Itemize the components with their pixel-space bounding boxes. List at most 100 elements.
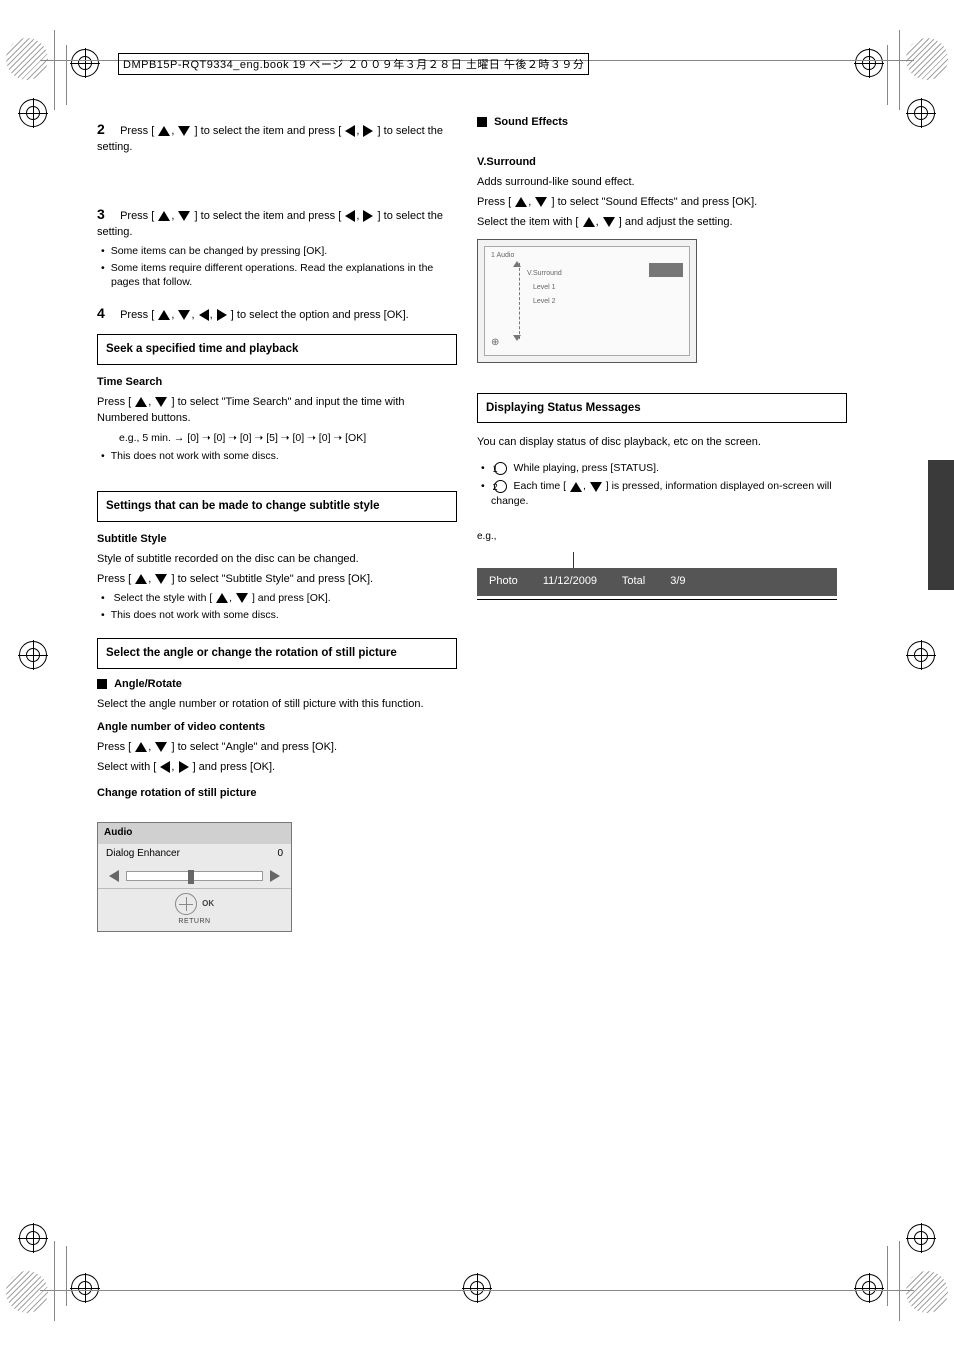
- step-4: 4 Press [ , , , ] to select the option a…: [97, 303, 457, 324]
- registration-icon: [18, 640, 48, 670]
- registration-icon: [906, 1223, 936, 1253]
- vsurround-press: Press [ , ] to select "Sound Effects" an…: [477, 195, 837, 211]
- crop-hatch-icon: [6, 38, 48, 80]
- photo-label: Photo: [489, 575, 518, 587]
- vs-text: ] and adjust the setting.: [619, 216, 733, 228]
- dialog-enhancer-value: 0: [277, 847, 283, 862]
- remote-icon: [175, 893, 197, 915]
- status1-text: While playing, press [STATUS].: [514, 462, 660, 474]
- vsurround-pick: Select the item with [ , ] and adjust th…: [477, 215, 837, 231]
- note-bullet: Some items can be changed by pressing [O…: [111, 244, 457, 258]
- up-icon: [216, 593, 228, 603]
- tv-frame: 1 Audio V.Surround Level 1 Level 2 ⊕: [477, 239, 697, 363]
- vsurround-heading: V.Surround: [477, 155, 837, 171]
- sound-effects-label: Sound Effects: [494, 116, 568, 128]
- guide-line: [54, 1241, 55, 1321]
- section-box-status: Displaying Status Messages: [477, 393, 847, 424]
- seek-example: e.g., 5 min. → [0] ➝ [0] ➝ [0] ➝ [5] ➝ […: [119, 431, 457, 446]
- crop-hatch-icon: [906, 1271, 948, 1313]
- audio-panel-footer: OK RETURN: [98, 888, 291, 931]
- audio-slider[interactable]: [126, 871, 263, 881]
- side-tab: [928, 460, 954, 590]
- circled-2-icon: 2: [494, 480, 507, 493]
- down-icon: [178, 126, 190, 136]
- circled-1-icon: 1: [494, 462, 507, 475]
- angle-select-text: Select with [: [97, 761, 156, 773]
- step-text: Press [: [120, 125, 154, 137]
- subtitle-select: Select the style with [ , ] and press [O…: [111, 591, 457, 605]
- registration-icon: [70, 48, 100, 78]
- vsurround-text: Adds surround-like sound effect.: [477, 175, 837, 191]
- step-3: 3 Press [ , ] to select the item and pre…: [97, 204, 457, 241]
- angle-select-text: ] and press [OK].: [193, 761, 276, 773]
- left-column: 2 Press [ , ] to select the item and pre…: [97, 115, 457, 932]
- subtitle-select-text: Select the style with [: [114, 592, 213, 604]
- step-text: Press [: [120, 309, 154, 321]
- seek-instruction: Press [ , ] to select "Time Search" and …: [97, 395, 457, 427]
- photo-status-bar: Photo 11/12/2009 Total 3/9: [477, 568, 837, 596]
- tv-vsurround: V.Surround: [527, 269, 562, 279]
- angle-press-text: Press [: [97, 741, 131, 753]
- angle-heading: Angle/Rotate: [114, 678, 182, 690]
- registration-icon: [854, 48, 884, 78]
- guide-line: [899, 1241, 900, 1321]
- left-icon: [345, 210, 355, 222]
- audio-panel-title: Audio: [98, 823, 291, 844]
- seek-note: This does not work with some discs.: [111, 449, 457, 463]
- guide-line: [54, 30, 55, 110]
- up-icon: [158, 211, 170, 221]
- tv-level: Level 1: [533, 283, 556, 293]
- right-column: Sound Effects V.Surround Adds surround-l…: [477, 115, 837, 600]
- page-root: DMPB15P-RQT9334_eng.book 19 ページ ２００９年３月２…: [0, 0, 954, 1351]
- step-number: 4: [97, 303, 117, 323]
- guide-line: [40, 1290, 914, 1291]
- left-icon: [109, 870, 119, 882]
- audio-panel-row: Dialog Enhancer 0: [98, 844, 291, 865]
- guide-line: [887, 1246, 888, 1306]
- registration-icon: [70, 1273, 100, 1303]
- tv-badge: [649, 263, 683, 277]
- section-box-seek: Seek a specified time and playback: [97, 334, 457, 365]
- section-box-angle: Select the angle or change the rotation …: [97, 638, 457, 669]
- up-icon: [135, 742, 147, 752]
- photo-total-label: Total: [622, 575, 645, 587]
- remote-icon: ⊕: [491, 336, 499, 351]
- subtitle-press-text: ] to select "Subtitle Style" and press […: [171, 573, 373, 585]
- down-icon: [178, 310, 190, 320]
- step-text: ] to select the item and press [: [195, 210, 342, 222]
- up-icon: [158, 126, 170, 136]
- vs-text: Press [: [477, 196, 511, 208]
- up-icon: [583, 217, 595, 227]
- status-step1: 1 While playing, press [STATUS].: [491, 461, 837, 475]
- registration-icon: [906, 640, 936, 670]
- status-example-label: e.g.,: [477, 530, 837, 545]
- up-icon: [570, 482, 582, 492]
- down-icon: [155, 397, 167, 407]
- status-step2: 2 Each time [ , ] is pressed, informatio…: [491, 479, 837, 507]
- step-text: Press [: [120, 210, 154, 222]
- angle-text: Select the angle number or rotation of s…: [97, 697, 457, 713]
- tv-level: Level 2: [533, 297, 556, 307]
- down-icon: [236, 593, 248, 603]
- subtitle-heading: Subtitle Style: [97, 532, 457, 548]
- right-icon: [363, 125, 373, 137]
- divider: [477, 599, 837, 600]
- tv-up-icon: [513, 261, 521, 267]
- right-icon: [217, 309, 227, 321]
- subtitle-note: This does not work with some discs.: [111, 608, 457, 622]
- up-icon: [158, 310, 170, 320]
- angle-rotate-head: Change rotation of still picture: [97, 786, 457, 802]
- down-icon: [178, 211, 190, 221]
- sound-effects-head: Sound Effects: [477, 115, 837, 131]
- step-text: ] to select the item and press [: [195, 125, 342, 137]
- angle-press-text: ] to select "Angle" and press [OK].: [171, 741, 337, 753]
- down-icon: [603, 217, 615, 227]
- subtitle-text: Style of subtitle recorded on the disc c…: [97, 552, 457, 568]
- audio-panel: Audio Dialog Enhancer 0 OK RETURN: [97, 822, 292, 932]
- left-icon: [345, 125, 355, 137]
- crop-hatch-icon: [6, 1271, 48, 1313]
- down-icon: [535, 197, 547, 207]
- angle-subhead: Angle number of video contents: [97, 720, 457, 736]
- angle-select: Select with [ , ] and press [OK].: [97, 760, 457, 776]
- registration-icon: [854, 1273, 884, 1303]
